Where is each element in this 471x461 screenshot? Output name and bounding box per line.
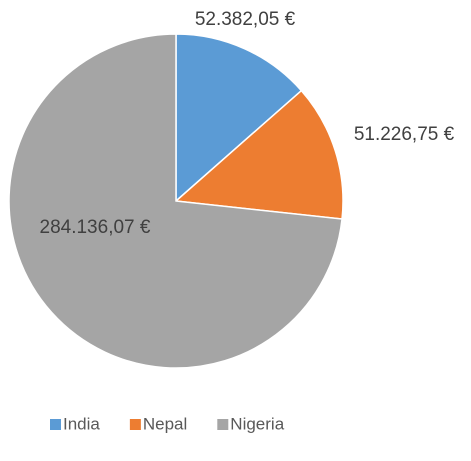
legend-label: India: [63, 414, 100, 433]
pie-slice: [174, 89, 344, 220]
data-label: 51.226,75 €: [354, 124, 455, 145]
legend-swatch: [50, 419, 61, 430]
legend-label: Nigeria: [230, 414, 284, 433]
data-label: 284.136,07 €: [40, 217, 151, 238]
legend-swatch: [217, 419, 229, 430]
pie-slice: [175, 33, 303, 203]
data-label: 52.382,05 €: [195, 9, 296, 30]
pie-slice: [8, 33, 343, 369]
legend-label: Nepal: [143, 414, 187, 433]
legend-swatch: [129, 419, 141, 430]
